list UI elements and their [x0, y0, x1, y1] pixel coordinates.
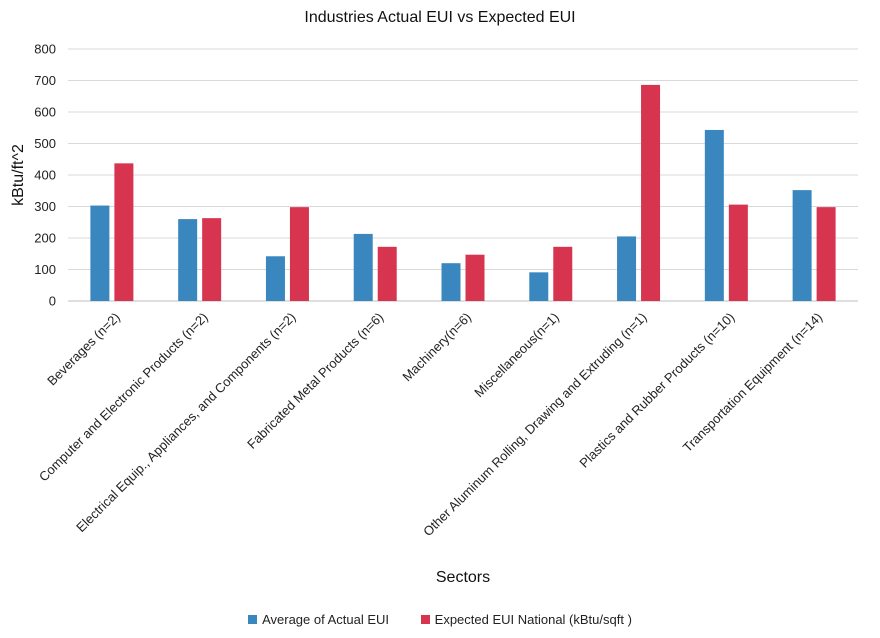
legend-item-expected: Expected EUI National (kBtu/sqft )	[420, 612, 632, 627]
y-tick-label: 400	[34, 168, 56, 183]
legend-label-expected: Expected EUI National (kBtu/sqft )	[434, 612, 632, 627]
bar-actual-eui: Average of Actual EUI — Plastics and Rub…	[704, 129, 724, 301]
bar-expected-eui: Expected EUI National (kBtu/sqft ) — Tra…	[816, 207, 836, 301]
y-axis-label: kBtu/ft^2	[10, 144, 27, 206]
bar-expected-eui: Expected EUI National (kBtu/sqft ) — Ele…	[289, 207, 309, 301]
y-tick-label: 200	[34, 231, 56, 246]
legend: Average of Actual EUI Expected EUI Natio…	[0, 612, 880, 627]
y-axis-ticks: 0 100 200 300 400 500 600 700 800	[34, 42, 56, 309]
bar-actual-eui: Average of Actual EUI — Machinery(n=6): …	[441, 263, 461, 301]
bar-expected-eui: Expected EUI National (kBtu/sqft ) — Fab…	[377, 246, 397, 301]
y-tick-label: 500	[34, 136, 56, 151]
x-tick-label: Transportation Equipment (n=14)	[680, 310, 825, 455]
x-axis-ticks: Beverages (n=2)Computer and Electronic P…	[36, 310, 825, 540]
y-tick-label: 800	[34, 42, 56, 57]
y-tick-label: 300	[34, 199, 56, 214]
y-tick-label: 700	[34, 73, 56, 88]
bar-expected-eui: Expected EUI National (kBtu/sqft ) — Pla…	[728, 204, 748, 301]
x-tick-label: Machinery(n=6)	[399, 310, 474, 385]
x-tick-label: Miscellaneous(n=1)	[471, 310, 562, 401]
chart-title: Industries Actual EUI vs Expected EUI	[304, 9, 575, 26]
bar-expected-eui: Expected EUI National (kBtu/sqft ) — Oth…	[641, 84, 661, 301]
gridlines	[68, 48, 858, 302]
bar-actual-eui: Average of Actual EUI — Other Aluminum R…	[617, 236, 637, 301]
legend-swatch-actual	[248, 615, 258, 624]
legend-swatch-expected	[420, 615, 430, 624]
legend-item-actual: Average of Actual EUI	[248, 612, 389, 627]
bar-actual-eui: Average of Actual EUI — Computer and Ele…	[178, 219, 198, 301]
y-tick-label: 100	[34, 262, 56, 277]
x-tick-label: Computer and Electronic Products (n=2)	[36, 310, 211, 485]
bar-expected-eui: Expected EUI National (kBtu/sqft ) — Com…	[202, 218, 222, 301]
x-axis-label: Sectors	[436, 569, 490, 586]
x-tick-label: Plastics and Rubber Products (n=10)	[576, 310, 737, 471]
bar-actual-eui: Average of Actual EUI — Miscellaneous(n=…	[529, 272, 549, 301]
bar-expected-eui: Expected EUI National (kBtu/sqft ) — Mac…	[465, 254, 485, 301]
bars: Average of Actual EUI — Beverages (n=2):…	[90, 84, 836, 301]
legend-label-actual: Average of Actual EUI	[262, 612, 390, 627]
bar-actual-eui: Average of Actual EUI — Beverages (n=2):…	[90, 205, 110, 301]
y-tick-label: 0	[49, 294, 56, 309]
y-tick-label: 600	[34, 105, 56, 120]
bar-actual-eui: Average of Actual EUI — Electrical Equip…	[265, 256, 285, 301]
bar-actual-eui: Average of Actual EUI — Fabricated Metal…	[353, 233, 373, 301]
x-tick-label: Beverages (n=2)	[44, 310, 123, 389]
bar-actual-eui: Average of Actual EUI — Transportation E…	[792, 190, 812, 301]
bar-expected-eui: Expected EUI National (kBtu/sqft ) — Bev…	[114, 163, 134, 301]
bar-chart: Industries Actual EUI vs Expected EUI 0 1…	[10, 9, 858, 586]
bar-expected-eui: Expected EUI National (kBtu/sqft ) — Mis…	[553, 246, 573, 301]
